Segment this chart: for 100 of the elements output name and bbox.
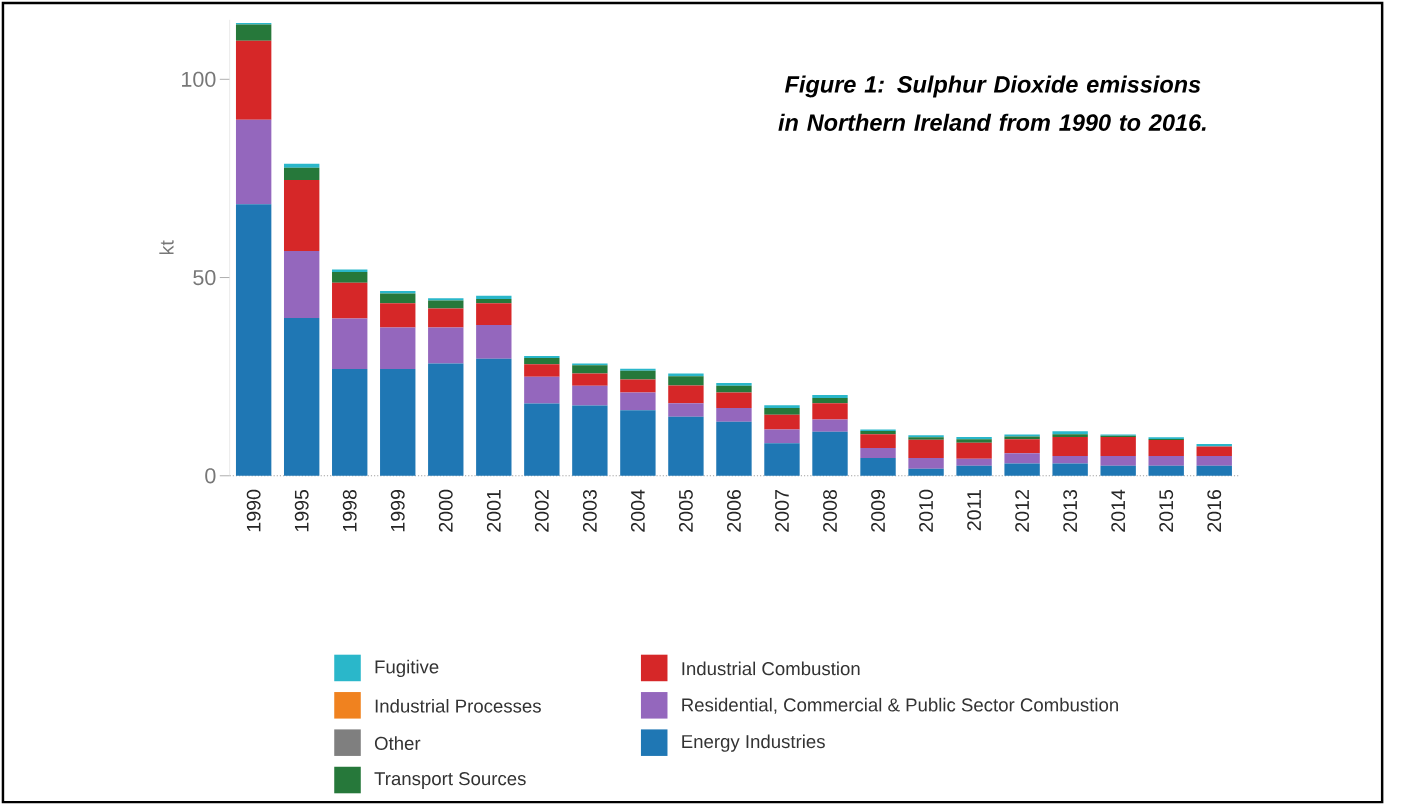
bar (476, 295, 512, 299)
bar (1004, 453, 1040, 464)
bar (380, 369, 416, 476)
bar (572, 373, 608, 386)
bar (524, 364, 560, 377)
bar (428, 308, 464, 328)
x-tick-label: 2003 (582, 489, 597, 532)
bar (860, 430, 896, 435)
y-tick-label: 50 (193, 269, 216, 286)
bar (668, 385, 704, 404)
x-tick-label: 2000 (438, 489, 453, 532)
x-tick-label: 2016 (1207, 489, 1222, 532)
y-axis-title: kt (159, 240, 174, 255)
bar (860, 447, 896, 458)
x-tick-label: 1998 (342, 489, 357, 532)
bar (860, 457, 896, 476)
bar (1004, 439, 1040, 454)
x-tick-label: 1995 (294, 489, 309, 532)
bar (1004, 463, 1040, 476)
bar (524, 376, 560, 404)
bar (812, 394, 848, 399)
bar (283, 167, 320, 180)
bar (572, 385, 608, 406)
x-tick-label: 2011 (967, 489, 982, 531)
x-tick-label: 2001 (486, 489, 501, 532)
bar (620, 379, 656, 393)
legend-label: Fugitive (375, 659, 439, 678)
x-tick-label: 2012 (1015, 490, 1030, 532)
bar (235, 40, 272, 120)
bar (908, 439, 944, 458)
bar (764, 414, 800, 430)
bar (380, 293, 416, 304)
bar (524, 357, 560, 365)
bar (283, 250, 320, 318)
bar (476, 303, 512, 326)
bar (572, 365, 608, 374)
bar (668, 376, 704, 386)
bar (1052, 463, 1088, 476)
x-tick-label: 2010 (919, 489, 933, 532)
bar (1100, 455, 1136, 466)
bar (380, 327, 416, 370)
x-tick-label: 1990 (246, 489, 261, 532)
x-tick-label: 2013 (1063, 489, 1078, 532)
bar (235, 24, 272, 41)
bar (332, 318, 368, 370)
bar (1196, 465, 1232, 476)
bar (956, 442, 992, 459)
bar (668, 416, 704, 476)
bar (956, 465, 992, 476)
bar (620, 410, 656, 476)
bar (908, 468, 944, 476)
legend-label: Industrial Processes (375, 698, 541, 713)
bar (956, 458, 992, 466)
bar (1148, 440, 1184, 456)
bar (1196, 446, 1232, 456)
legend-label: Other (374, 736, 421, 750)
bar (620, 392, 656, 411)
y-tick-label: 0 (205, 468, 216, 484)
bar (812, 431, 848, 476)
text: Figure 1: Sulphur Dioxide emissions in Northern Ireland from 1990 to 2016. (778, 75, 1206, 131)
bar (428, 363, 464, 476)
bar (283, 163, 320, 168)
bar (716, 382, 752, 386)
bar (428, 298, 464, 301)
bar (1052, 455, 1088, 464)
bar (764, 429, 800, 444)
bar (332, 282, 368, 319)
x-tick-label: 2004 (630, 489, 645, 532)
bar (380, 303, 416, 328)
legend-label: Industrial Combustion (682, 661, 860, 676)
bar (812, 419, 848, 432)
legend-label: Transport Sources (374, 772, 526, 789)
bar (476, 325, 512, 359)
bar (1148, 455, 1184, 466)
bar (764, 443, 800, 476)
bar (1052, 436, 1088, 456)
bar (764, 407, 800, 415)
bar (283, 317, 320, 476)
x-tick-label: 2002 (534, 490, 549, 532)
bar (428, 327, 464, 364)
bar (235, 204, 272, 476)
y-tick-label: 100 (182, 71, 216, 87)
bar (668, 373, 704, 377)
x-tick-label: 2014 (1111, 489, 1126, 532)
bar (1148, 465, 1184, 476)
bar (620, 370, 656, 380)
bar (716, 385, 752, 393)
bar (812, 398, 848, 404)
bar (1196, 455, 1232, 466)
bar (476, 358, 512, 476)
bar (860, 434, 896, 448)
x-tick-label: 2009 (871, 489, 885, 532)
x-tick-label: 2005 (678, 489, 693, 532)
bar (908, 457, 944, 469)
x-tick-label: 2006 (727, 489, 741, 532)
x-tick-label: 2007 (775, 490, 789, 532)
bar (764, 405, 800, 408)
bar (283, 179, 320, 251)
bar (572, 405, 608, 476)
x-tick-label: 2015 (1159, 489, 1174, 532)
